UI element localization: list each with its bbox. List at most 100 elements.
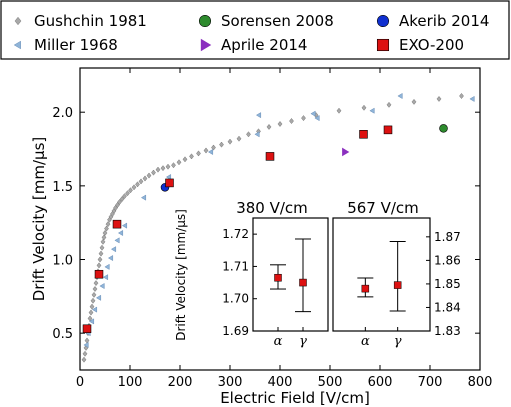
point-miller-1968-16 — [254, 131, 260, 138]
legend-marker-2 — [376, 14, 390, 28]
point-miller-1968-22 — [469, 95, 475, 102]
inset-567-xtick-label-0: α — [361, 334, 370, 349]
inset-380: 380 V/cm Drift Velocity [mm/μs] — [174, 199, 329, 341]
x-tick-label-4: 400 — [268, 375, 293, 390]
point-miller-1968-8 — [107, 255, 114, 262]
point-gushchin-1981-63 — [386, 101, 392, 108]
point-gushchin-1981-22 — [104, 225, 109, 232]
point-gushchin-1981-56 — [266, 123, 272, 130]
inset-567-ytick-label-4: 1.87 — [434, 230, 461, 244]
point-miller-1968-2 — [88, 318, 95, 325]
point-gushchin-1981-1 — [82, 350, 88, 357]
point-exo-200-6 — [383, 125, 393, 135]
y-tick-label-2: 1.5 — [52, 180, 73, 195]
point-gushchin-1981-16 — [97, 256, 103, 263]
point-gushchin-1981-48 — [196, 150, 201, 157]
point-gushchin-1981-41 — [155, 166, 161, 173]
point-gushchin-1981-17 — [98, 250, 104, 257]
point-gushchin-1981-46 — [182, 156, 188, 163]
point-miller-1968-3 — [91, 306, 98, 313]
point-sorensen-2008-0 — [439, 124, 448, 133]
legend-label-4: Aprile 2014 — [221, 36, 307, 54]
point-miller-1968-13 — [140, 194, 147, 201]
point-gushchin-1981-15 — [96, 262, 102, 269]
legend-label-3: Miller 1968 — [34, 36, 118, 54]
x-tick-label-6: 600 — [368, 375, 393, 390]
point-gushchin-1981-34 — [128, 187, 133, 194]
point-miller-1968-5 — [99, 282, 105, 290]
y-tick-label-0: 0.5 — [52, 327, 73, 342]
point-gushchin-1981-11 — [92, 285, 98, 292]
point-gushchin-1981-57 — [277, 120, 283, 127]
point-miller-1968-12 — [121, 222, 128, 229]
x-tick-label-5: 500 — [318, 375, 343, 390]
inset-567-ytick-label-1: 1.84 — [434, 300, 461, 314]
inset-marks: 1.69 1.70 1.71 1.72 α γ 1.83 1.84 1.85 1.86 1.87 α γ — [222, 227, 460, 349]
point-gushchin-1981-19 — [100, 238, 106, 245]
legend-label-0: Gushchin 1981 — [34, 12, 147, 30]
legend-marker-0 — [14, 16, 22, 26]
point-miller-1968-17 — [255, 112, 262, 119]
point-gushchin-1981-53 — [236, 135, 242, 142]
point-gushchin-1981-37 — [138, 178, 144, 185]
point-miller-1968-18 — [310, 110, 316, 117]
point-gushchin-1981-21 — [102, 229, 108, 236]
point-gushchin-1981-47 — [189, 153, 194, 160]
main-ticks: 0 100 200 300 400 500 600 700 800 0.5 1.0 1.5 2.0 — [52, 68, 492, 390]
inset-380-ytick-label-0: 1.69 — [222, 324, 249, 338]
point-gushchin-1981-10 — [91, 291, 97, 298]
point-gushchin-1981-18 — [99, 244, 105, 251]
inset-380-ylabel: Drift Velocity [mm/μs] — [174, 209, 188, 341]
point-gushchin-1981-64 — [411, 98, 417, 105]
point-gushchin-1981-62 — [361, 104, 367, 111]
point-miller-1968-19 — [314, 115, 320, 122]
point-miller-1968-21 — [397, 92, 403, 100]
point-exo-200-3 — [165, 178, 174, 188]
point-gushchin-1981-32 — [122, 193, 127, 200]
point-gushchin-1981-33 — [125, 190, 130, 197]
point-exo-200-0 — [82, 324, 92, 334]
point-exo-200-1 — [94, 269, 104, 279]
point-miller-1968-6 — [102, 274, 109, 281]
x-tick-label-3: 300 — [218, 375, 243, 390]
y-axis-title: Drift Velocity [mm/μs] — [30, 137, 48, 302]
point-gushchin-1981-44 — [171, 162, 176, 169]
point-gushchin-1981-40 — [151, 169, 156, 176]
legend-marker-3 — [13, 40, 21, 50]
point-gushchin-1981-42 — [160, 165, 166, 172]
x-axis-title: Electric Field [V/cm] — [220, 389, 370, 407]
x-tick-label-0: 0 — [76, 375, 84, 390]
point-gushchin-1981-8 — [89, 303, 95, 310]
inset-567-frame — [332, 217, 431, 332]
point-gushchin-1981-65 — [436, 95, 442, 102]
legend-frame — [0, 0, 510, 60]
point-gushchin-1981-36 — [135, 181, 140, 188]
x-tick-label-2: 200 — [168, 375, 193, 390]
point-gushchin-1981-59 — [301, 115, 306, 122]
legend: Gushchin 1981 Sorensen 2008 Akerib 2014 Mil… — [0, 0, 510, 60]
point-gushchin-1981-52 — [227, 138, 233, 145]
point-miller-1968-7 — [104, 263, 110, 270]
point-gushchin-1981-23 — [105, 221, 111, 228]
point-gushchin-1981-38 — [142, 175, 148, 182]
inset-567-ytick-label-2: 1.85 — [434, 277, 461, 291]
y-tick-label-3: 2.0 — [52, 106, 73, 121]
point-miller-1968-14 — [165, 173, 172, 181]
point-gushchin-1981-54 — [246, 131, 251, 138]
y-tick-label-1: 1.0 — [52, 254, 73, 269]
inset-380-title: 380 V/cm — [236, 199, 308, 217]
x-tick-label-1: 100 — [118, 375, 143, 390]
x-tick-label-7: 700 — [418, 375, 443, 390]
inset-380-ytick-label-3: 1.72 — [222, 227, 249, 241]
point-gushchin-1981-49 — [203, 147, 209, 154]
legend-marker-4 — [200, 38, 212, 52]
legend-marker-5 — [376, 38, 390, 52]
inset-567: 567 V/cm — [332, 199, 431, 332]
inset-380-xtick-label-1: γ — [299, 334, 307, 349]
inset-567-point-0 — [361, 284, 370, 293]
point-aprile-2014-0 — [342, 147, 350, 157]
point-miller-1968-11 — [117, 229, 124, 237]
inset-567-ytick-label-3: 1.86 — [434, 253, 461, 267]
